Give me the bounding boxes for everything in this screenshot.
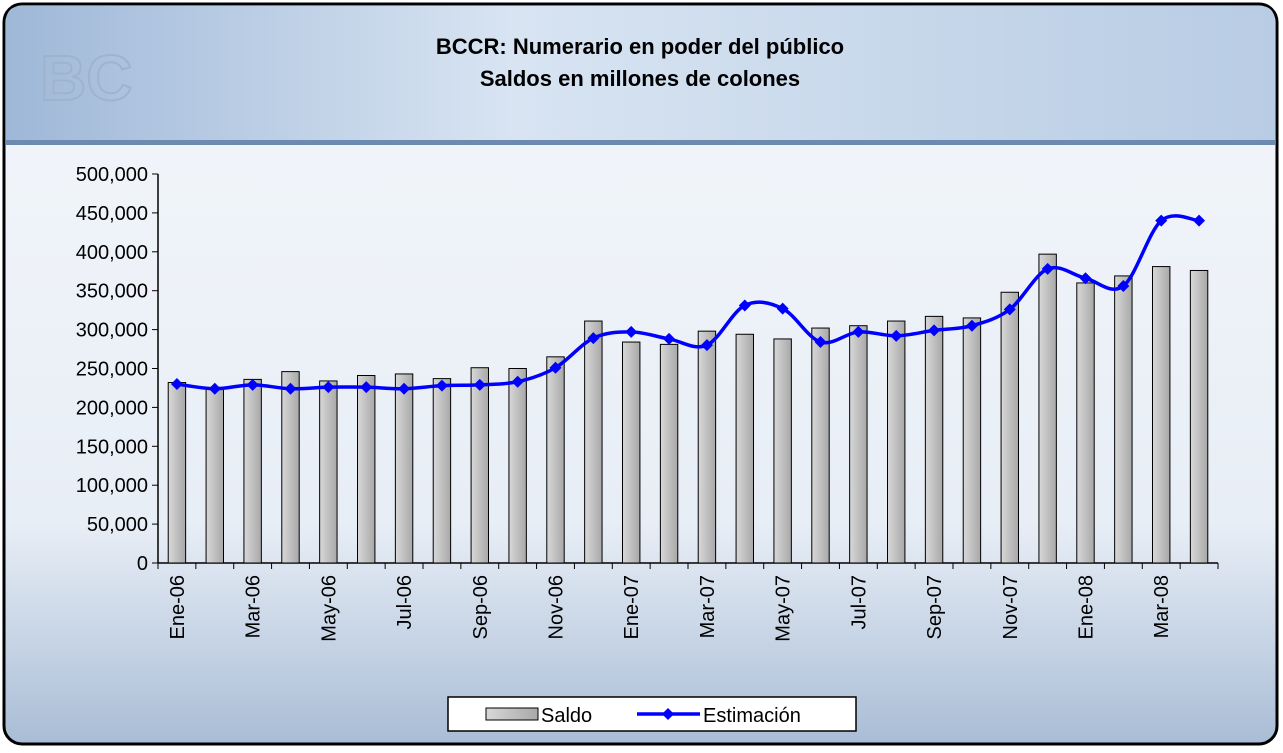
legend-label: Estimación xyxy=(703,705,801,727)
bar xyxy=(584,320,603,564)
line xyxy=(176,214,1200,391)
bar xyxy=(962,317,982,564)
bar xyxy=(659,343,679,564)
marker xyxy=(700,339,713,352)
y-tick-label: 50,000 xyxy=(87,514,148,536)
chart-subtitle: Saldos en millones de colones xyxy=(480,66,800,91)
marker xyxy=(473,378,486,391)
x-tick-label: Ene-07 xyxy=(621,575,643,640)
marker xyxy=(1155,214,1168,227)
y-tick-label: 150,000 xyxy=(76,436,148,458)
marker xyxy=(1041,262,1054,275)
bar xyxy=(432,378,452,564)
bar xyxy=(622,341,641,564)
marker xyxy=(663,332,676,345)
marker xyxy=(776,302,789,315)
x-tick-label: Mar-06 xyxy=(243,575,265,638)
bar xyxy=(546,356,565,564)
header-rule xyxy=(6,140,1275,145)
marker xyxy=(435,379,448,392)
bar xyxy=(924,315,944,564)
y-tick-label: 200,000 xyxy=(76,397,148,419)
bar xyxy=(1152,266,1171,564)
y-tick-label: 0 xyxy=(137,553,148,575)
bar xyxy=(887,320,906,564)
x-tick-label: May-06 xyxy=(318,575,340,642)
header xyxy=(6,6,1275,140)
bar xyxy=(735,333,754,564)
marker xyxy=(814,336,827,349)
bar xyxy=(205,387,224,564)
y-tick-label: 500,000 xyxy=(76,164,148,186)
x-tick-label: Ene-08 xyxy=(1076,575,1098,640)
bar xyxy=(1114,275,1133,564)
y-tick-label: 300,000 xyxy=(76,320,148,342)
bar xyxy=(281,371,300,564)
bar xyxy=(508,368,527,564)
marker xyxy=(246,378,259,391)
marker xyxy=(890,329,903,342)
marker xyxy=(1079,272,1092,285)
bar xyxy=(811,327,830,564)
marker xyxy=(511,375,524,388)
legend-swatch xyxy=(485,707,539,721)
marker xyxy=(360,381,373,394)
bar xyxy=(1076,282,1095,564)
marker xyxy=(965,319,978,332)
marker xyxy=(322,381,335,394)
legend-label: Saldo xyxy=(541,705,592,727)
bar xyxy=(849,325,868,564)
y-tick-label: 250,000 xyxy=(76,359,148,381)
bar xyxy=(1000,291,1019,564)
marker xyxy=(928,324,941,337)
x-tick-label: Sep-07 xyxy=(924,575,946,640)
y-tick-label: 450,000 xyxy=(76,203,148,225)
marker xyxy=(208,382,221,395)
marker xyxy=(1117,280,1130,293)
logo: BC xyxy=(40,42,132,114)
marker xyxy=(852,325,865,338)
marker xyxy=(1193,214,1206,227)
marker xyxy=(398,382,411,395)
bar xyxy=(1038,253,1057,564)
bar xyxy=(319,380,338,564)
x-tick-label: Mar-07 xyxy=(697,575,719,638)
bar xyxy=(357,375,376,564)
y-tick-label: 100,000 xyxy=(76,475,148,497)
x-tick-label: Ene-06 xyxy=(167,575,189,640)
x-tick-label: Jul-07 xyxy=(848,575,870,629)
marker xyxy=(625,325,638,338)
chart-title: BCCR: Numerario en poder del público xyxy=(436,34,844,59)
bar xyxy=(1189,269,1209,564)
bar xyxy=(773,338,792,564)
marker xyxy=(170,378,183,391)
x-tick-label: Nov-06 xyxy=(546,575,568,639)
marker xyxy=(284,382,297,395)
x-tick-label: Mar-08 xyxy=(1151,575,1173,638)
marker xyxy=(587,332,600,345)
legend-marker xyxy=(662,708,674,720)
x-tick-label: May-07 xyxy=(773,575,795,642)
marker xyxy=(549,361,562,374)
marker xyxy=(738,299,751,312)
y-tick-label: 350,000 xyxy=(76,281,148,303)
x-tick-label: Sep-06 xyxy=(470,575,492,640)
x-tick-label: Nov-07 xyxy=(1000,575,1022,639)
bar xyxy=(470,367,489,564)
y-tick-label: 400,000 xyxy=(76,242,148,264)
x-tick-label: Jul-06 xyxy=(394,575,416,629)
bar xyxy=(697,330,717,564)
marker xyxy=(1003,303,1016,316)
bar xyxy=(394,373,414,564)
bar xyxy=(167,382,187,564)
bar xyxy=(243,378,262,564)
